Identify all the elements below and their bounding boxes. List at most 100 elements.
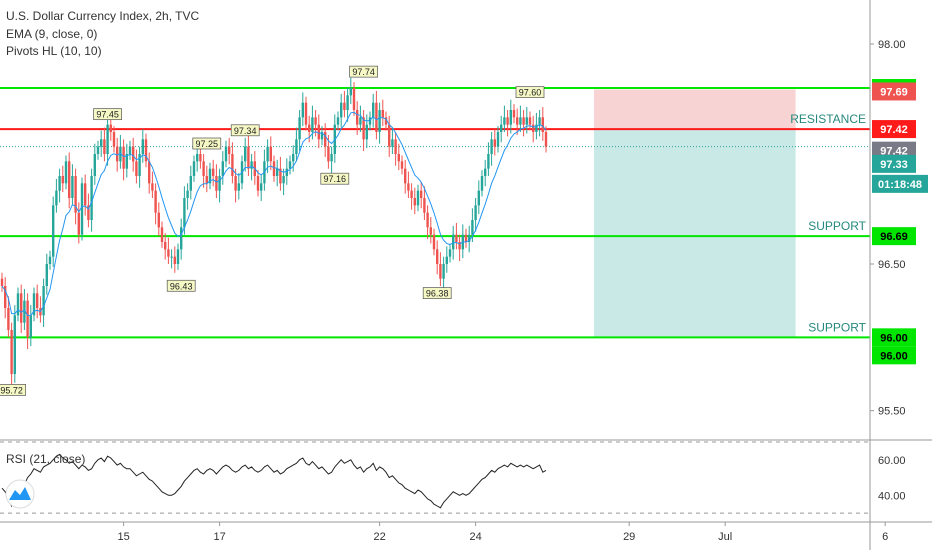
candle-body: [346, 95, 349, 110]
candle-body: [205, 176, 208, 184]
candle-body: [314, 117, 317, 125]
candle-body: [474, 205, 477, 220]
stop-loss-zone: [594, 89, 796, 130]
pivots-legend[interactable]: Pivots HL (10, 10): [6, 44, 102, 58]
candle-body: [426, 212, 429, 228]
candle-body: [237, 183, 240, 191]
candle-body: [231, 154, 234, 176]
candle-body: [183, 198, 186, 228]
candle-body: [442, 264, 445, 279]
ema-legend[interactable]: EMA (9, close, 0): [6, 27, 98, 41]
candle-body: [343, 102, 346, 110]
candle-body: [247, 146, 250, 169]
candle-body: [292, 154, 295, 162]
candle-body: [480, 176, 484, 191]
ema-price-tag: 97.33: [872, 154, 916, 173]
candle-body: [330, 154, 333, 162]
pivot-box: [320, 172, 350, 185]
candle-body: [266, 146, 269, 162]
candle-body: [541, 117, 544, 132]
candle-body: [391, 139, 394, 147]
candle-body: [311, 117, 314, 132]
pivot-box: [192, 137, 222, 150]
candle-body: [48, 256, 52, 264]
pivot-text: 96.38: [426, 289, 449, 299]
rsi-legend[interactable]: RSI (21, close): [6, 452, 86, 466]
candle-body: [20, 293, 23, 323]
rsi-line: [1, 453, 547, 509]
pivot-text: 97.45: [96, 110, 119, 120]
candle-body: [106, 124, 109, 154]
candle-body: [272, 161, 276, 176]
candle-body: [26, 300, 29, 338]
candle-body: [16, 293, 20, 316]
pivot-label: 97.74: [349, 65, 378, 78]
candle-body: [234, 176, 237, 191]
candle-body: [455, 234, 458, 242]
candle-body: [218, 176, 221, 191]
candle-body: [116, 146, 119, 162]
candle-body: [503, 117, 506, 125]
level-price-tag: 96.69: [872, 227, 916, 246]
candle-body: [324, 132, 327, 147]
candle-body: [413, 198, 416, 206]
candle-body: [221, 161, 224, 176]
level-tag-bg: [872, 120, 916, 139]
logo-cloud: [9, 487, 31, 500]
pivot-box: [166, 279, 196, 292]
candle-body: [400, 161, 404, 169]
price-tag-bg: [872, 154, 916, 173]
candle-body: [212, 168, 215, 176]
logo-circle: [5, 479, 35, 509]
candle-body: [532, 124, 535, 132]
candle-body: [468, 234, 471, 242]
candle-body: [151, 183, 154, 191]
take-profit-zone: [594, 129, 796, 338]
candle-body: [416, 190, 420, 206]
candle-body: [477, 190, 480, 206]
pivot-text: 97.60: [519, 88, 542, 98]
candle-body: [509, 110, 512, 125]
candle-body: [58, 176, 61, 191]
candle-body: [61, 176, 64, 184]
tradingview-logo-icon[interactable]: [5, 479, 35, 509]
candle-body: [458, 242, 461, 250]
candle-body: [10, 330, 13, 374]
candle-body: [74, 176, 77, 213]
candle-body: [4, 286, 7, 308]
candle-body: [432, 234, 436, 250]
candle-body: [368, 117, 372, 125]
candle-body: [215, 176, 218, 191]
candle-body: [496, 132, 500, 147]
candle-body: [423, 198, 426, 213]
candle-body: [276, 168, 279, 176]
pivot-label: 96.43: [166, 279, 196, 292]
level-tag-text: 96.69: [880, 231, 908, 243]
candle-body: [525, 117, 528, 125]
level-price-tag: 97.42: [872, 120, 916, 139]
countdown-tag: 01:18:48: [872, 174, 928, 193]
level-price-tag: 96.00: [872, 328, 916, 347]
level-tag-text: 96.00: [880, 332, 908, 344]
candle-body: [506, 117, 509, 125]
candle-body: [224, 146, 228, 162]
candle-body: [420, 190, 423, 198]
candle-body: [90, 176, 93, 220]
candle-body: [202, 161, 205, 176]
candle-body: [381, 110, 384, 118]
candle-body: [327, 146, 330, 162]
candle-body: [493, 139, 496, 147]
candle-body: [32, 293, 36, 316]
candle-body: [295, 139, 298, 154]
x-tick-label: 6: [882, 531, 888, 543]
candles: [0, 77, 548, 386]
rsi-tick-label: 60.00: [878, 455, 906, 467]
candle-body: [512, 110, 516, 118]
candle-body: [288, 161, 292, 169]
candle-body: [23, 300, 26, 323]
candle-body: [304, 102, 308, 125]
price-tags: 97.7097.4296.6996.0097.6997.4297.3301:18…: [872, 79, 928, 365]
candle-body: [68, 161, 71, 198]
candle-body: [122, 146, 125, 169]
